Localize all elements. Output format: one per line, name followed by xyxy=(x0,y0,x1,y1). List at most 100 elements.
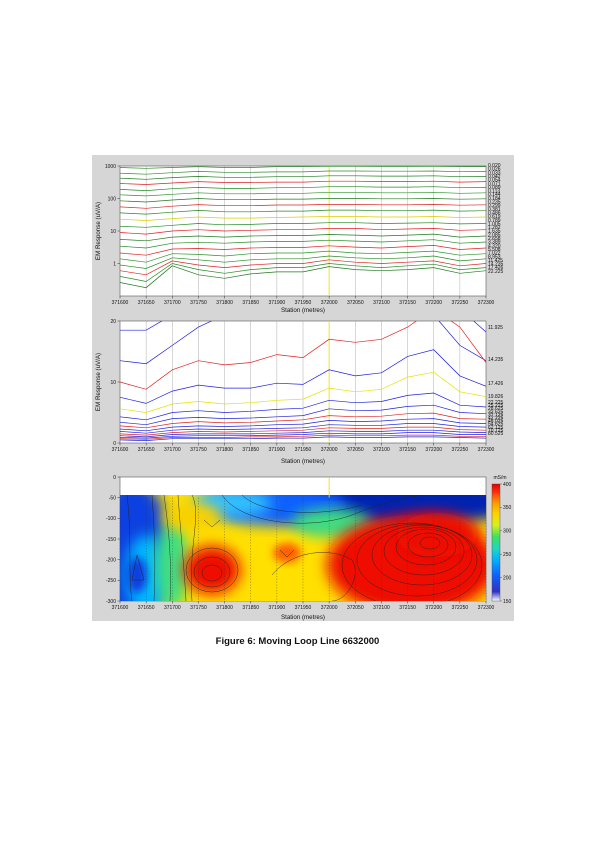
linear-channel-label: 54.625 xyxy=(488,422,504,428)
y-tick-label: 0 xyxy=(113,475,116,481)
x-tick-label: 371600 xyxy=(112,447,129,453)
x-tick-label: 372000 xyxy=(321,300,338,306)
colorbar-tick-label: 300 xyxy=(503,529,512,535)
linear-decay-line xyxy=(120,429,486,438)
conductivity-fill xyxy=(120,495,486,601)
x-tick-label: 372100 xyxy=(373,300,390,306)
log-channel-label: 0.789 xyxy=(488,218,501,224)
y-tick-label: -50 xyxy=(109,495,116,501)
log-channel-label: 22.225 xyxy=(488,269,504,275)
x-tick-label: 372100 xyxy=(373,447,390,453)
colorbar-tick-label: 200 xyxy=(503,575,512,581)
log-decay-line xyxy=(119,191,487,197)
x-tick-label: 371800 xyxy=(216,447,233,453)
log-decay-panel: 0.0200.0260.0330.0420.0540.0710.0890.113… xyxy=(95,163,504,314)
linear-channel-label: 14.235 xyxy=(488,357,504,363)
log-decay-line xyxy=(119,255,487,269)
linear-channel-label: 19.826 xyxy=(488,394,504,400)
y-tick-label: 100 xyxy=(108,196,117,202)
colorbar-tick-label: 250 xyxy=(503,552,512,558)
y-tick-label: 20 xyxy=(110,319,116,325)
x-tick-label: 371900 xyxy=(269,300,286,306)
linear-decay-line xyxy=(120,434,486,440)
x-tick-label: 372200 xyxy=(425,447,442,453)
log-channel-label: 5.508 xyxy=(488,247,501,253)
x-tick-label: 371750 xyxy=(190,447,207,453)
linear-decay-line xyxy=(120,423,486,434)
log-channel-label: 0.113 xyxy=(488,189,500,195)
log-channel-label: 0.184 xyxy=(488,196,501,202)
log-channel-label: 0.089 xyxy=(488,185,501,191)
y-tick-label: -300 xyxy=(106,599,116,605)
conductivity-x-axis-label: Station (metres) xyxy=(281,614,325,621)
y-tick-label: -250 xyxy=(106,578,116,584)
x-tick-label: 372000 xyxy=(321,447,338,453)
log-channel-label: 4.320 xyxy=(488,243,501,249)
log-decay-line xyxy=(119,165,487,169)
linear-decay-panel: 11.925 14.235 17.426 19.82622.22525.22528.6… xyxy=(95,319,504,465)
x-tick-label: 371900 xyxy=(269,605,286,611)
log-decay-line xyxy=(119,216,487,221)
x-tick-label: 371850 xyxy=(242,605,259,611)
x-tick-label: 372200 xyxy=(425,300,442,306)
linear-decay-y-axis-label: EM Response (uV/A) xyxy=(95,353,102,411)
linear-channel-label: 80.525 xyxy=(488,431,504,437)
log-channel-label: 0.026 xyxy=(488,167,501,173)
x-tick-label: 372250 xyxy=(452,447,469,453)
x-tick-label: 372100 xyxy=(373,605,390,611)
log-channel-label: 14.235 xyxy=(488,262,504,268)
colorbar xyxy=(491,483,501,602)
log-channel-label: 8.953 xyxy=(488,254,501,260)
linear-decay-line xyxy=(120,432,486,439)
log-channel-label: 0.054 xyxy=(488,178,501,184)
log-decay-line xyxy=(119,186,487,191)
x-tick-label: 372250 xyxy=(452,300,469,306)
linear-channel-label: 62.125 xyxy=(488,425,504,431)
log-decay-line xyxy=(119,180,487,185)
linear-channel-label: 70.725 xyxy=(488,428,504,434)
x-tick-label: 371950 xyxy=(295,447,312,453)
linear-decay-line xyxy=(120,426,486,436)
x-tick-label: 372050 xyxy=(347,300,364,306)
log-decay-line xyxy=(119,265,487,289)
log-channel-label: 11.425 xyxy=(488,258,503,264)
x-tick-label: 372250 xyxy=(452,605,469,611)
x-tick-label: 371850 xyxy=(242,447,259,453)
conductivity-contours xyxy=(126,495,483,601)
log-channel-label: 1.282 xyxy=(488,225,501,231)
linear-channel-label: 28.625 xyxy=(488,406,504,412)
log-decay-line xyxy=(119,263,487,282)
log-decay-y-axis-label: EM Response (uV/A) xyxy=(95,202,102,260)
log-channel-label: 2.085 xyxy=(488,232,501,238)
linear-channel-label: 17.426 xyxy=(488,381,504,387)
y-tick-label: -200 xyxy=(106,557,116,563)
x-tick-label: 371600 xyxy=(112,605,129,611)
log-channel-label: 1.635 xyxy=(488,229,501,235)
x-tick-label: 372150 xyxy=(399,605,416,611)
log-decay-line xyxy=(119,175,487,180)
x-tick-label: 371700 xyxy=(164,605,181,611)
log-channel-label: 0.486 xyxy=(488,210,501,216)
log-decay-line xyxy=(119,233,487,242)
log-decay-line xyxy=(119,250,487,263)
linear-decay-line xyxy=(120,349,486,404)
x-tick-label: 371900 xyxy=(269,447,286,453)
log-channel-label: 0.071 xyxy=(488,181,501,187)
linear-channel-label: 11.925 xyxy=(488,325,503,331)
log-channel-label: 2.658 xyxy=(488,236,501,242)
log-decay-channel-labels: 0.0200.0260.0330.0420.0540.0710.0890.113… xyxy=(488,163,504,275)
figure-panel: 0.020 0.026 0.033 0.042 0.054 0.071 0.089 0.113… xyxy=(92,155,514,621)
log-decay-line xyxy=(119,198,487,203)
log-channel-label: 0.144 xyxy=(488,192,501,198)
linear-decay-gridlines xyxy=(119,321,487,443)
x-tick-label: 371950 xyxy=(295,300,312,306)
log-decay-line xyxy=(119,170,487,175)
log-decay-x-ticks: 371600 371650 371700 371750 371800 371850 3719… xyxy=(112,296,495,306)
linear-decay-line xyxy=(120,404,486,426)
log-channel-label: 7.022 xyxy=(488,251,501,257)
figure-caption: Figure 6: Moving Loop Line 6632000 xyxy=(215,636,380,647)
conductivity-y-ticks: 0 -50 -100 -150 -200 -250 -300 xyxy=(106,475,120,605)
x-tick-label: 371700 xyxy=(164,300,181,306)
colorbar-unit: mS/m xyxy=(493,475,506,481)
linear-channel-label: 25.225 xyxy=(488,403,504,409)
